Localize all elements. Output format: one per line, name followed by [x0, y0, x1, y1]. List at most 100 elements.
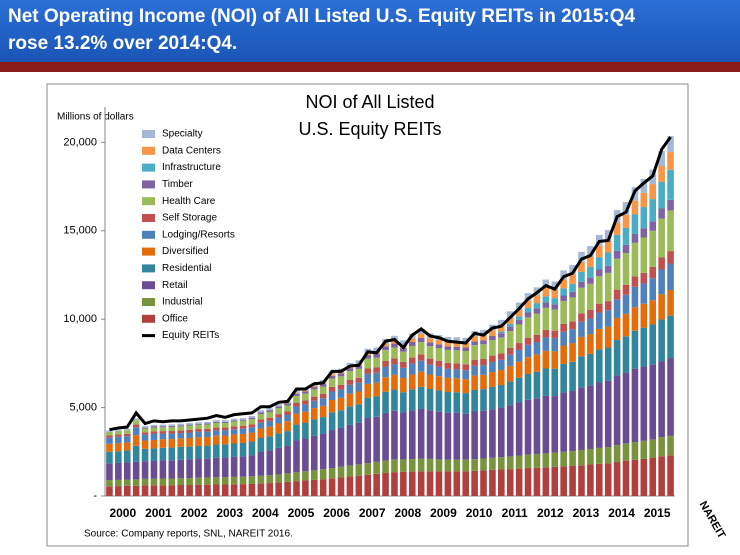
bar-segment	[489, 457, 496, 470]
bar-segment	[578, 336, 585, 357]
bar-segment	[622, 227, 630, 245]
bar-segment	[284, 403, 291, 406]
bar-segment	[604, 265, 612, 273]
bar-segment	[141, 461, 149, 479]
bar-segment	[355, 464, 363, 476]
bar-segment	[230, 443, 238, 457]
bar-segment	[489, 409, 496, 458]
bar-segment	[551, 304, 559, 310]
bar-segment	[239, 484, 247, 496]
bar-segment	[480, 410, 487, 459]
bar-segment	[204, 428, 211, 432]
bar-segment	[177, 438, 184, 447]
bar-segment	[444, 341, 452, 347]
bar-segment	[275, 423, 282, 434]
bar-segment	[328, 378, 336, 387]
bar-segment	[587, 353, 594, 386]
bar-segment	[159, 433, 167, 440]
legend-label: Specialty	[162, 129, 203, 140]
bar-segment	[471, 345, 478, 360]
bar-segment	[462, 379, 469, 394]
legend-label: Industrial	[162, 297, 203, 308]
bar-segment	[293, 395, 300, 403]
bar-segment	[408, 341, 416, 347]
bar-segment	[587, 246, 594, 257]
bar-segment	[506, 323, 514, 327]
bar-segment	[596, 303, 603, 313]
bar-segment	[150, 439, 158, 449]
bar-segment	[667, 290, 674, 316]
bar-segment	[123, 485, 131, 496]
bar-segment	[613, 375, 621, 446]
bar-segment	[230, 426, 238, 430]
bar-segment	[631, 286, 639, 308]
bar-segment	[649, 324, 657, 365]
bar-segment	[533, 354, 541, 372]
bar-segment	[578, 465, 585, 496]
bar-segment	[346, 393, 354, 407]
bar-segment	[551, 298, 559, 305]
bar-segment	[631, 276, 639, 287]
bar-segment	[293, 413, 300, 425]
bar-segment	[355, 382, 363, 392]
bar-segment	[622, 244, 630, 254]
bar-segment	[533, 371, 541, 399]
bar-segment	[132, 424, 140, 428]
bar-segment	[337, 397, 345, 411]
legend-label: Health Care	[162, 196, 216, 207]
bar-segment	[596, 245, 603, 258]
legend-swatch	[142, 230, 155, 239]
legend-swatch	[142, 197, 155, 206]
bar-segment	[284, 481, 291, 496]
bar-segment	[275, 408, 282, 415]
bar-segment	[346, 371, 354, 381]
bar-segment	[453, 459, 461, 472]
bar-segment	[266, 410, 274, 413]
bar-segment	[453, 392, 461, 413]
header-stripe	[0, 62, 740, 72]
bar-segment	[444, 412, 452, 460]
bar-segment	[417, 471, 425, 496]
bar-segment	[417, 337, 425, 343]
x-tick-label: 2004	[252, 506, 279, 520]
bar-segment	[221, 422, 229, 428]
y-tick-label: 10,000	[63, 313, 97, 325]
bar-segment	[578, 261, 585, 272]
bar-segment	[213, 477, 220, 485]
bar-segment	[382, 460, 389, 474]
bar-segment	[275, 417, 282, 424]
bar-segment	[613, 299, 621, 318]
bar-segment	[658, 361, 665, 438]
bar-segment	[435, 348, 443, 361]
bar-segment	[515, 377, 523, 403]
bar-segment	[622, 313, 630, 337]
bar-segment	[168, 425, 176, 427]
bar-segment	[186, 446, 193, 460]
bar-segment	[417, 342, 425, 355]
bar-segment	[257, 451, 265, 476]
bar-segment	[640, 366, 648, 441]
bar-segment	[293, 481, 300, 496]
bar-segment	[221, 477, 229, 485]
bar-segment	[364, 463, 372, 475]
bar-segment	[213, 435, 220, 445]
bar-segment	[560, 300, 567, 324]
bar-segment	[311, 396, 318, 401]
bar-segment	[150, 485, 158, 496]
bar-segment	[168, 485, 176, 496]
bar-segment	[658, 437, 665, 457]
bar-segment	[266, 412, 274, 418]
bar-segment	[408, 374, 416, 390]
bar-segment	[560, 345, 567, 364]
legend-swatch	[142, 298, 155, 306]
bar-segment	[382, 346, 389, 351]
bar-segment	[195, 429, 202, 432]
bar-segment	[524, 337, 532, 345]
bar-segment	[150, 431, 158, 434]
bar-segment	[453, 412, 461, 460]
line	[109, 136, 672, 432]
bar-segment	[444, 471, 452, 496]
bar-segment	[613, 445, 621, 463]
bar-segment	[444, 346, 452, 350]
bar-segment	[560, 451, 567, 467]
